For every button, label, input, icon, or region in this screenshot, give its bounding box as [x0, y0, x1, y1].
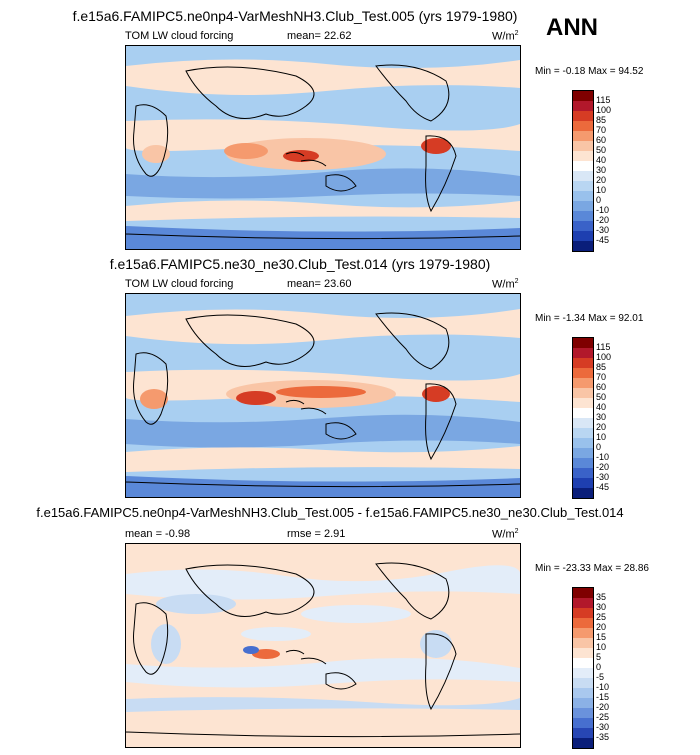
panel2-colorbar-label: 70: [596, 372, 607, 382]
panel1-colorbar-label: 115: [596, 95, 611, 105]
panel1-colorbar-label: -30: [596, 225, 610, 235]
panel1-high-lat-band: [126, 59, 520, 95]
panel1-antarctic-band: [126, 226, 520, 249]
panel3-colorbar-label: 15: [596, 632, 607, 642]
panel1-title: f.e15a6.FAMIPC5.ne0np4-VarMeshNH3.Club_T…: [72, 8, 518, 24]
panel2-mean-label: mean= 23.60: [287, 278, 352, 290]
panel2-colorbar-label: -45: [596, 482, 610, 492]
panel3-map: [125, 543, 521, 748]
panel1-contour-field: [126, 46, 520, 249]
panel2-colorbar-label: 30: [596, 412, 607, 422]
panel2-colorbar-label: 85: [596, 362, 607, 372]
panel1-units: W/m2: [492, 30, 519, 43]
panel1-colorbar-label: 40: [596, 155, 607, 165]
panel3-mean-label: mean = -0.98: [125, 528, 191, 540]
panel3-pos-max: [252, 649, 280, 659]
panel2-colorbar-label: 20: [596, 422, 607, 432]
panel2-amazon-max: [422, 386, 450, 402]
panel1-colorbar-label: 20: [596, 175, 607, 185]
panel3-minmax: Min = -23.33 Max = 28.86: [535, 563, 649, 574]
panel1-map: [125, 45, 521, 250]
panel1-colorbar-label: 30: [596, 165, 607, 175]
panel2-colorbar-label: 10: [596, 432, 607, 442]
panel1-mean-label: mean= 22.62: [287, 30, 352, 42]
panel1-indian-ocean-max: [224, 143, 268, 159]
panel3-pattern-patch: [156, 594, 236, 614]
panel2-colorbar-label: 115: [596, 342, 611, 352]
panel2-colorbar-label: -10: [596, 452, 610, 462]
panel3-pattern-band: [126, 658, 520, 688]
panel3-pattern-patch: [241, 627, 311, 641]
panel2-southern-band: [126, 446, 520, 472]
panel3-coastlines: [126, 562, 520, 738]
panel2-minmax: Min = -1.34 Max = 92.01: [535, 313, 644, 324]
panel3-colorbar-label: 5: [596, 652, 602, 662]
panel3-colorbar-label: 25: [596, 612, 607, 622]
panel3-colorbar-label: -20: [596, 702, 610, 712]
panel3-pattern-band: [126, 565, 520, 600]
panel1-colorbar-label: -20: [596, 215, 610, 225]
panel3-colorbar-label: 35: [596, 592, 607, 602]
panel3-colorbar-label: 20: [596, 622, 607, 632]
panel3-colorbar-label: -25: [596, 712, 610, 722]
panel3-colorbar-label: 10: [596, 642, 607, 652]
panel3-rmse-label: rmse = 2.91: [287, 528, 346, 540]
panel3-pattern-patch: [301, 605, 411, 623]
panel3-africa-patch: [151, 624, 181, 664]
panel3-colorbar-label: -30: [596, 722, 610, 732]
panel2-map: [125, 293, 521, 498]
panel1-coastlines: [126, 64, 520, 240]
panel1-africa-max: [142, 145, 170, 163]
panel2-colorbar: [572, 337, 594, 499]
panel2-colorbar-label: -20: [596, 462, 610, 472]
panel3-contour-field: [126, 544, 520, 747]
panel1-colorbar-label: 0: [596, 195, 602, 205]
panel1-colorbar-label: -45: [596, 235, 610, 245]
panel2-high-lat-band: [126, 309, 520, 345]
panel3-units: W/m2: [492, 528, 519, 541]
panel2-pacific-itcz-max: [276, 386, 366, 398]
panel1-colorbar-label: 50: [596, 145, 607, 155]
panel1-itcz-band: [126, 119, 520, 152]
panel2-maritime-continent-max: [236, 391, 276, 405]
panel3-colorbar-label: -10: [596, 682, 610, 692]
panel1-colorbar-label: -10: [596, 205, 610, 215]
panel1-colorbar: [572, 90, 594, 252]
panel1-minmax: Min = -0.18 Max = 94.52: [535, 66, 644, 77]
panel2-africa-max: [140, 389, 168, 409]
panel2-colorbar-label: 50: [596, 392, 607, 402]
panel2-colorbar-label: 60: [596, 382, 607, 392]
panel1-southern-band: [126, 200, 520, 221]
panel2-variable-label: TOM LW cloud forcing: [125, 278, 234, 290]
panel1-colorbar-label: 60: [596, 135, 607, 145]
panel2-colorbar-label: 0: [596, 442, 602, 452]
panel1-colorbar-label: 10: [596, 185, 607, 195]
panel2-colorbar-label: 40: [596, 402, 607, 412]
panel2-title: f.e15a6.FAMIPC5.ne30_ne30.Club_Test.014 …: [109, 256, 491, 272]
season-label: ANN: [546, 14, 598, 41]
panel1-colorbar-label: 85: [596, 115, 607, 125]
panel3-colorbar-label: -15: [596, 692, 610, 702]
panel2-subtropic-min: [126, 414, 520, 448]
panel2-coastlines: [126, 312, 520, 488]
panel3-colorbar-label: -5: [596, 672, 605, 682]
panel3-colorbar: [572, 587, 594, 749]
panel1-amazon-max: [421, 138, 451, 154]
panel3-colorbar-label: 0: [596, 662, 602, 672]
panel3-neg-min: [243, 646, 259, 654]
panel1-variable-label: TOM LW cloud forcing: [125, 30, 234, 42]
panel1-colorbar-label: 70: [596, 125, 607, 135]
panel3-title: f.e15a6.FAMIPC5.ne0np4-VarMeshNH3.Club_T…: [36, 505, 624, 520]
panel2-units: W/m2: [492, 278, 519, 291]
panel1-colorbar-label: 100: [596, 105, 612, 115]
panel2-colorbar-label: -30: [596, 472, 610, 482]
panel1-subtropic-min: [126, 168, 520, 199]
panel1-maritime-continent-max: [283, 150, 319, 162]
panel3-colorbar-label: 30: [596, 602, 607, 612]
panel3-colorbar-label: -35: [596, 732, 610, 742]
panel2-colorbar-label: 100: [596, 352, 612, 362]
panel3-pattern-band: [126, 697, 520, 712]
panel2-contour-field: [126, 294, 520, 497]
